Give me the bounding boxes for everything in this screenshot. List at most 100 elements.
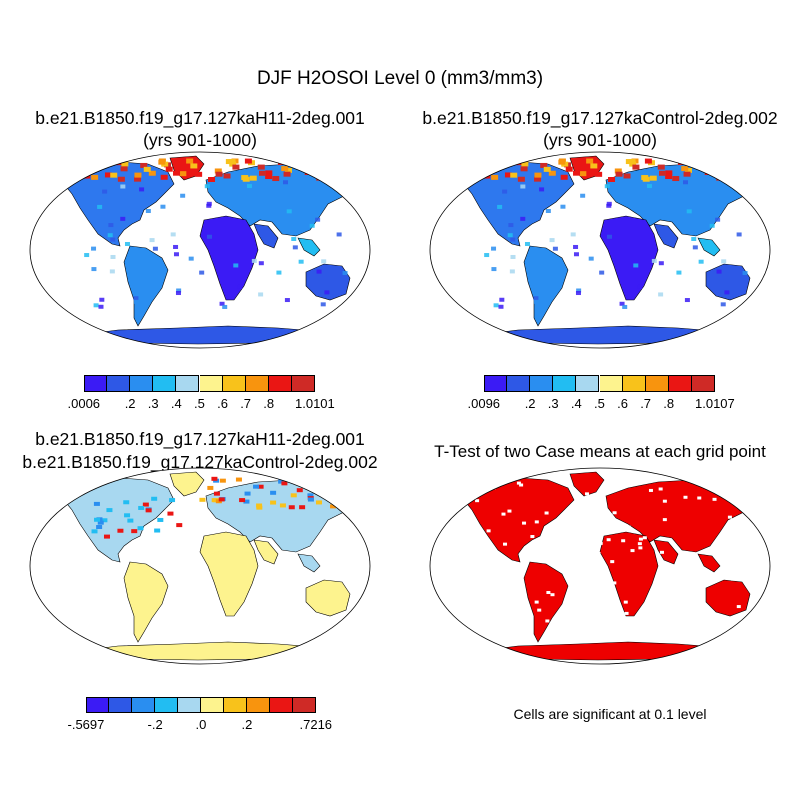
grid-cell bbox=[658, 261, 664, 266]
grid-cell bbox=[265, 174, 273, 180]
grid-cell bbox=[246, 184, 252, 189]
grid-cell bbox=[258, 261, 264, 266]
grid-cell bbox=[575, 291, 581, 296]
grid-cell bbox=[284, 298, 290, 303]
grid-cell bbox=[134, 172, 142, 178]
non-significant-cell bbox=[626, 624, 631, 628]
grid-cell bbox=[646, 184, 652, 189]
grid-cell bbox=[472, 175, 480, 181]
land-africa bbox=[199, 531, 259, 617]
non-significant-cell bbox=[684, 572, 689, 576]
grid-cell bbox=[533, 299, 539, 304]
grid-cell bbox=[736, 232, 742, 237]
grid-cell bbox=[211, 498, 218, 503]
non-significant-cell bbox=[549, 549, 554, 553]
grid-cell bbox=[755, 172, 763, 178]
grid-cell bbox=[281, 481, 288, 486]
grid-cell bbox=[491, 160, 499, 166]
colorbar-tick-label: .3 bbox=[147, 396, 159, 411]
map-border bbox=[29, 151, 371, 349]
colorbar-tick-label: -.2 bbox=[147, 717, 163, 732]
colorbar-swatch bbox=[668, 375, 692, 392]
grid-cell bbox=[179, 171, 187, 177]
grid-cell bbox=[258, 292, 264, 297]
grid-cell bbox=[521, 161, 529, 167]
grid-cell bbox=[249, 175, 257, 181]
panel2-title-line2: (yrs 901-1000) bbox=[543, 130, 657, 150]
grid-cell bbox=[157, 517, 164, 522]
colorbar-swatch bbox=[270, 697, 293, 713]
grid-cell bbox=[75, 159, 83, 165]
colorbar-swatch bbox=[622, 375, 646, 392]
grid-cell bbox=[175, 291, 181, 296]
grid-cell bbox=[195, 171, 203, 177]
grid-cell bbox=[520, 166, 528, 172]
grid-cell bbox=[207, 485, 214, 490]
grid-cell bbox=[684, 167, 692, 173]
colorbar-tick-label: .0 bbox=[195, 717, 207, 732]
grid-cell bbox=[148, 170, 156, 176]
grid-cell bbox=[120, 216, 126, 221]
grid-cell bbox=[152, 246, 158, 251]
colorbar-swatch bbox=[599, 375, 623, 392]
grid-cell bbox=[533, 296, 539, 301]
non-significant-cell bbox=[604, 511, 609, 515]
grid-cell bbox=[110, 254, 116, 259]
grid-cell bbox=[145, 508, 152, 513]
grid-cell bbox=[186, 158, 194, 164]
grid-cell bbox=[642, 176, 650, 182]
non-significant-cell bbox=[688, 573, 693, 577]
grid-cell bbox=[124, 241, 130, 246]
grid-cell bbox=[93, 501, 100, 506]
land-africa bbox=[599, 215, 659, 301]
grid-cell bbox=[745, 161, 753, 167]
colorbar-swatch bbox=[176, 375, 200, 392]
grid-cell bbox=[599, 270, 605, 275]
colorbar-swatch bbox=[247, 697, 270, 713]
colorbar-swatch bbox=[178, 697, 201, 713]
grid-cell bbox=[507, 233, 513, 238]
grid-cell bbox=[173, 170, 181, 176]
grid-cell bbox=[355, 172, 363, 178]
grid-cell bbox=[698, 259, 704, 264]
grid-cell bbox=[190, 163, 198, 169]
grid-cell bbox=[558, 159, 566, 165]
grid-cell bbox=[576, 288, 582, 293]
grid-cell bbox=[108, 223, 114, 228]
colorbar-case2 bbox=[484, 375, 715, 392]
grid-cell bbox=[199, 497, 206, 502]
colorbar-tick-label: .2 bbox=[524, 396, 536, 411]
grid-cell bbox=[121, 161, 129, 167]
grid-cell bbox=[701, 163, 709, 169]
grid-cell bbox=[259, 170, 267, 176]
grid-cell bbox=[173, 244, 179, 249]
non-significant-cell bbox=[600, 606, 605, 610]
grid-cell bbox=[628, 159, 636, 165]
colorbar-tick-label: .0096 bbox=[467, 396, 501, 411]
non-significant-cell bbox=[623, 600, 628, 604]
colorbar-tick-label: .7216 bbox=[299, 717, 333, 732]
grid-cell bbox=[311, 479, 318, 484]
colorbar-swatch bbox=[109, 697, 132, 713]
non-significant-cell bbox=[507, 509, 512, 513]
grid-cell bbox=[707, 216, 713, 221]
grid-cell bbox=[124, 513, 131, 518]
grid-cell bbox=[342, 271, 348, 276]
grid-cell bbox=[139, 187, 145, 192]
grid-cell bbox=[173, 252, 179, 257]
grid-cell bbox=[142, 502, 149, 507]
map-ttest bbox=[429, 467, 771, 665]
grid-cell bbox=[283, 171, 291, 177]
grid-cell bbox=[137, 526, 144, 531]
non-significant-cell bbox=[569, 528, 574, 532]
grid-cell bbox=[651, 258, 657, 263]
colorbar-swatch bbox=[107, 375, 131, 392]
non-significant-cell bbox=[476, 566, 481, 570]
grid-cell bbox=[123, 500, 130, 505]
grid-cell bbox=[207, 234, 213, 239]
grid-cell bbox=[520, 184, 526, 189]
grid-cell bbox=[256, 505, 263, 510]
grid-cell bbox=[318, 486, 325, 491]
non-significant-cell bbox=[638, 537, 643, 541]
grid-cell bbox=[160, 204, 166, 209]
